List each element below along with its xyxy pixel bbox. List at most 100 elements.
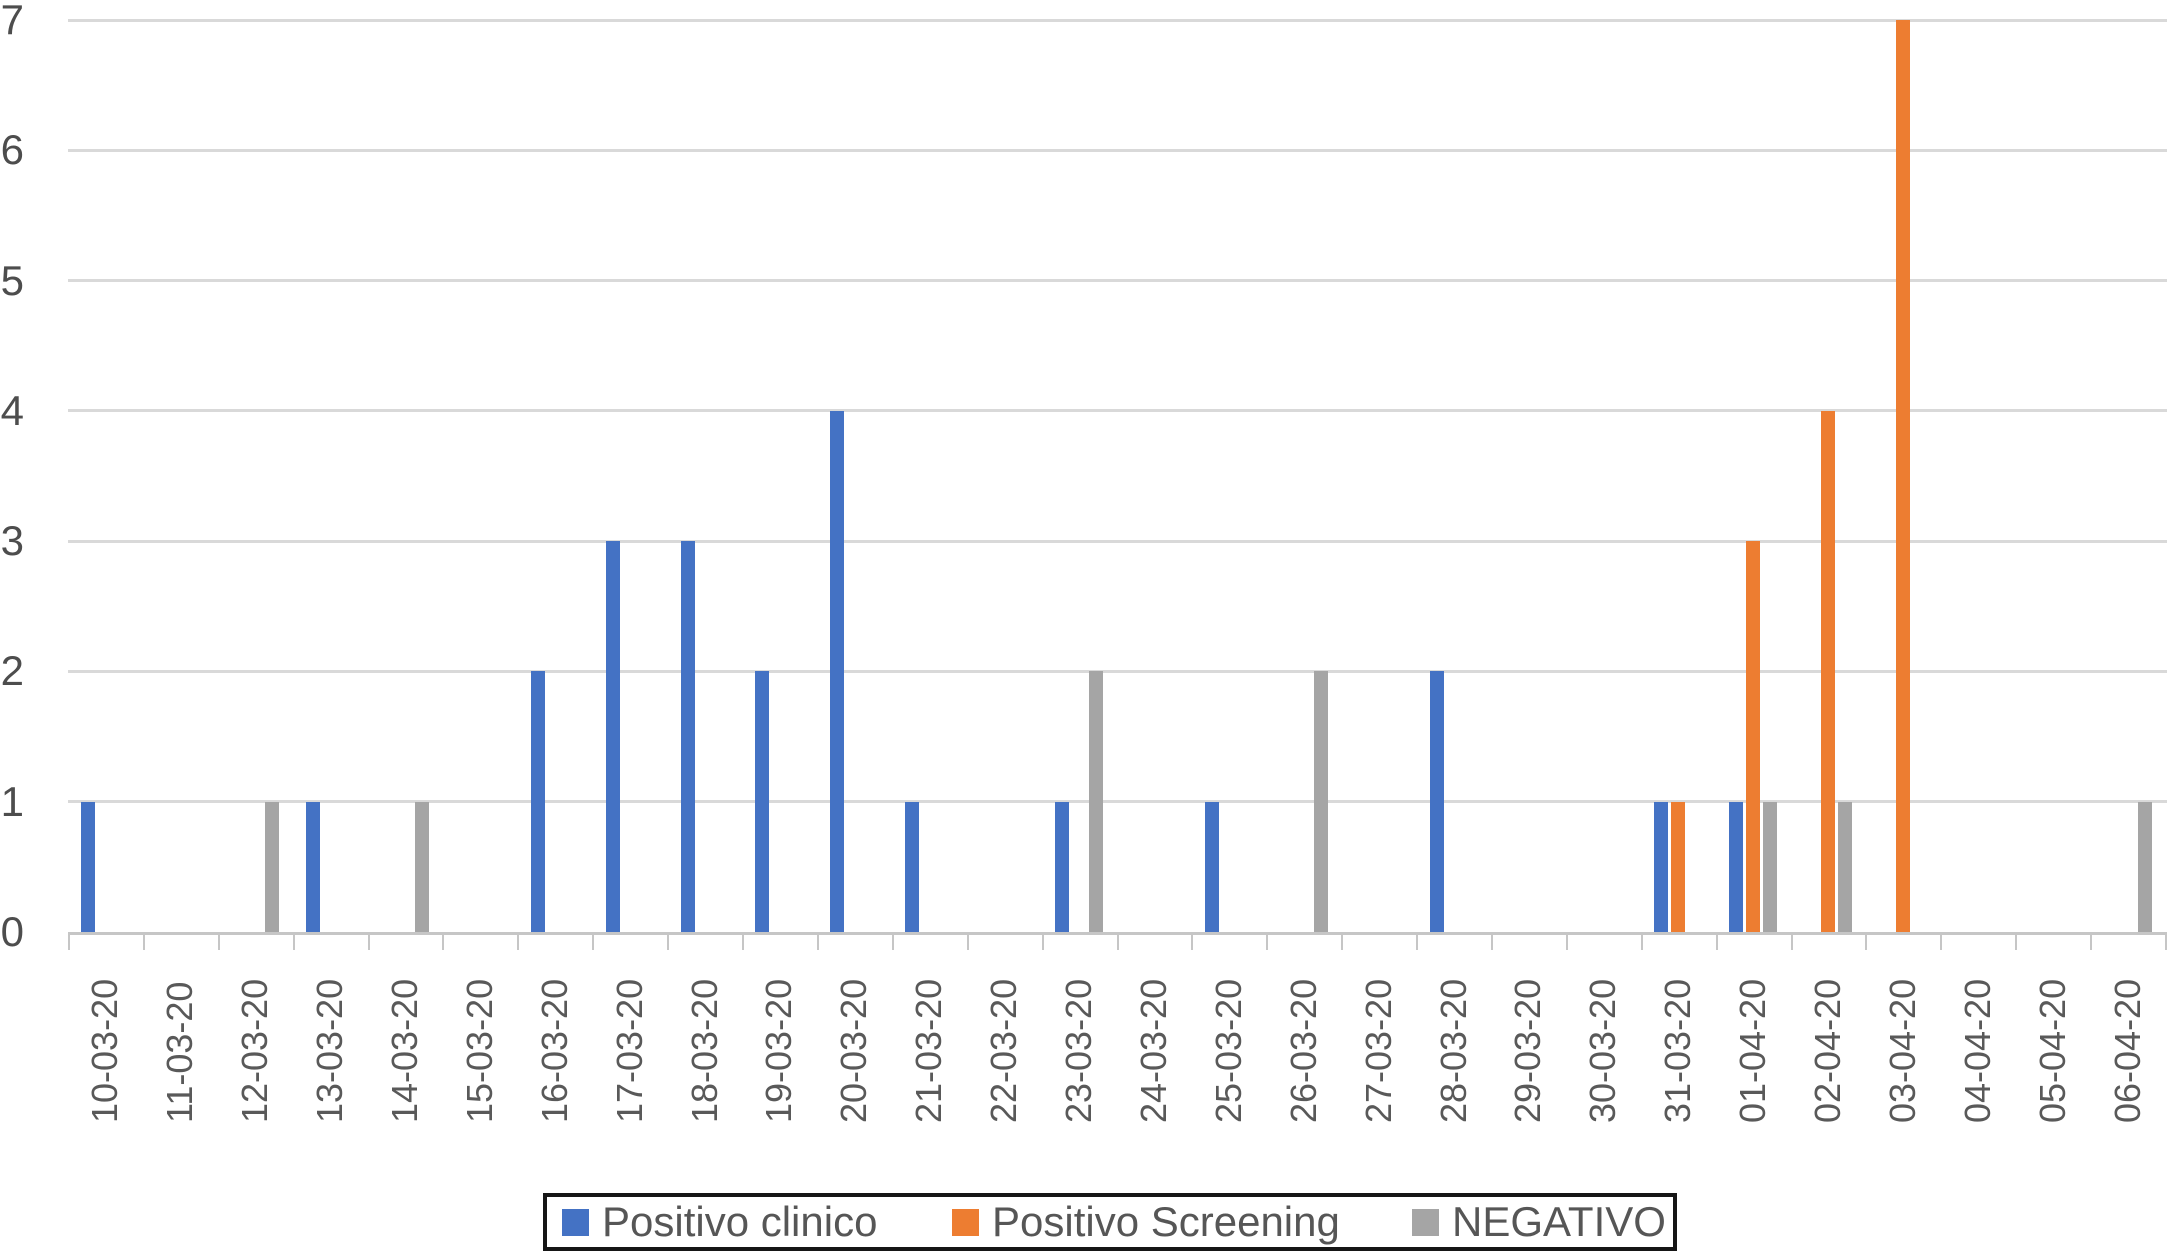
x-tick-label-20-03-20: 20-03-20: [833, 978, 875, 1123]
bar-negativo-23-03-20: [1089, 671, 1104, 932]
x-axis-tick: [142, 932, 145, 950]
y-tick-label: 7: [0, 0, 24, 43]
bar-positivo-clinico-13-03-20: [306, 801, 321, 932]
legend: Positivo clinico Positivo Screening NEGATI…: [543, 1193, 1677, 1251]
bar-positivo-clinico-18-03-20: [680, 541, 695, 932]
x-axis-tick: [1341, 932, 1344, 950]
legend-swatch-icon: [1412, 1208, 1439, 1236]
x-tick-label-17-03-20: 17-03-20: [608, 978, 650, 1123]
bar-negativo-12-03-20: [265, 801, 280, 932]
bar-negativo-14-03-20: [415, 801, 430, 932]
gridline-y1: [68, 800, 2167, 804]
bar-positivo-clinico-10-03-20: [81, 801, 96, 932]
y-tick-label: 2: [0, 647, 24, 695]
x-tick-label-16-03-20: 16-03-20: [533, 978, 575, 1123]
bar-positivo-clinico-23-03-20: [1055, 801, 1070, 932]
bar-positivo-clinico-20-03-20: [830, 410, 845, 932]
x-axis-tick: [1116, 932, 1119, 950]
x-tick-label-03-04-20: 03-04-20: [1881, 978, 1923, 1123]
gridline-y6: [68, 148, 2167, 152]
x-axis-tick: [1715, 932, 1718, 950]
gridline-y5: [68, 279, 2167, 283]
x-tick-label-30-03-20: 30-03-20: [1582, 978, 1624, 1123]
bar-negativo-01-04-20: [1763, 801, 1778, 932]
legend-item-positivo-clinico: Positivo clinico: [562, 1197, 877, 1247]
bar-positivo-screening-03-04-20: [1895, 20, 1910, 932]
x-axis-tick: [442, 932, 445, 950]
x-axis-tick: [1940, 932, 1943, 950]
legend-label: Positivo Screening: [992, 1198, 1340, 1245]
x-tick-label-26-03-20: 26-03-20: [1282, 978, 1324, 1123]
y-tick-label: 4: [0, 386, 24, 434]
x-axis-tick: [2015, 932, 2018, 950]
x-axis-tick: [592, 932, 595, 950]
x-tick-label-22-03-20: 22-03-20: [983, 978, 1025, 1123]
bar-positivo-clinico-31-03-20: [1654, 801, 1669, 932]
x-axis-tick: [217, 932, 220, 950]
x-tick-label-27-03-20: 27-03-20: [1357, 978, 1399, 1123]
x-axis-tick: [1865, 932, 1868, 950]
y-tick-label: 6: [0, 126, 24, 174]
gridline-y4: [68, 409, 2167, 413]
x-tick-label-02-04-20: 02-04-20: [1806, 978, 1848, 1123]
x-tick-label-19-03-20: 19-03-20: [758, 978, 800, 1123]
x-tick-label-05-04-20: 05-04-20: [2031, 978, 2073, 1123]
bar-negativo-26-03-20: [1313, 671, 1328, 932]
legend-label: NEGATIVO: [1452, 1198, 1666, 1245]
legend-swatch-icon: [562, 1208, 589, 1236]
gridline-y2: [68, 669, 2167, 673]
x-axis-tick: [2090, 932, 2093, 950]
x-tick-label-13-03-20: 13-03-20: [309, 978, 351, 1123]
y-tick-label: 0: [0, 908, 24, 955]
bar-positivo-clinico-21-03-20: [905, 801, 920, 932]
x-tick-label-29-03-20: 29-03-20: [1507, 978, 1549, 1123]
x-axis-tick: [1565, 932, 1568, 950]
x-tick-label-21-03-20: 21-03-20: [908, 978, 950, 1123]
x-axis-tick: [742, 932, 745, 950]
x-axis-tick: [667, 932, 670, 950]
y-tick-label: 5: [0, 256, 24, 304]
x-axis-tick: [517, 932, 520, 950]
legend-item-negativo: NEGATIVO: [1412, 1197, 1666, 1247]
x-axis-tick: [292, 932, 295, 950]
x-axis-tick: [1640, 932, 1643, 950]
gridline-y7: [68, 18, 2167, 22]
x-axis-tick: [966, 932, 969, 950]
x-tick-label-18-03-20: 18-03-20: [683, 978, 725, 1123]
x-axis-tick: [1790, 932, 1793, 950]
x-axis-tick: [816, 932, 819, 950]
x-axis-tick: [367, 932, 370, 950]
bar-positivo-screening-31-03-20: [1671, 801, 1686, 932]
bar-positivo-clinico-19-03-20: [755, 671, 770, 932]
x-tick-label-14-03-20: 14-03-20: [384, 978, 426, 1123]
x-axis-tick: [1191, 932, 1194, 950]
x-tick-label-24-03-20: 24-03-20: [1132, 978, 1174, 1123]
x-tick-label-06-04-20: 06-04-20: [2106, 978, 2148, 1123]
x-tick-label-28-03-20: 28-03-20: [1432, 978, 1474, 1123]
bar-positivo-screening-02-04-20: [1820, 410, 1835, 932]
x-tick-label-11-03-20: 11-03-20: [159, 981, 201, 1123]
x-tick-label-25-03-20: 25-03-20: [1207, 978, 1249, 1123]
x-axis-tick: [1266, 932, 1269, 950]
legend-swatch-icon: [952, 1208, 979, 1236]
bar-positivo-clinico-25-03-20: [1204, 801, 1219, 932]
x-axis-tick: [68, 932, 70, 950]
gridline-y3: [68, 539, 2167, 543]
x-axis-tick: [1416, 932, 1419, 950]
bar-negativo-06-04-20: [2137, 801, 2152, 932]
x-tick-label-15-03-20: 15-03-20: [458, 978, 500, 1123]
legend-item-positivo-screening: Positivo Screening: [952, 1197, 1340, 1247]
x-tick-label-12-03-20: 12-03-20: [234, 978, 276, 1123]
x-tick-label-04-04-20: 04-04-20: [1956, 978, 1998, 1123]
bar-positivo-screening-01-04-20: [1746, 541, 1761, 932]
bar-positivo-clinico-16-03-20: [530, 671, 545, 932]
bar-positivo-clinico-01-04-20: [1729, 801, 1744, 932]
x-axis-tick: [891, 932, 894, 950]
x-axis-tick: [1490, 932, 1493, 950]
x-tick-label-10-03-20: 10-03-20: [84, 978, 126, 1123]
x-axis-tick: [2165, 932, 2167, 950]
x-tick-label-23-03-20: 23-03-20: [1058, 978, 1100, 1123]
bar-negativo-02-04-20: [1837, 801, 1852, 932]
bar-positivo-clinico-28-03-20: [1429, 671, 1444, 932]
